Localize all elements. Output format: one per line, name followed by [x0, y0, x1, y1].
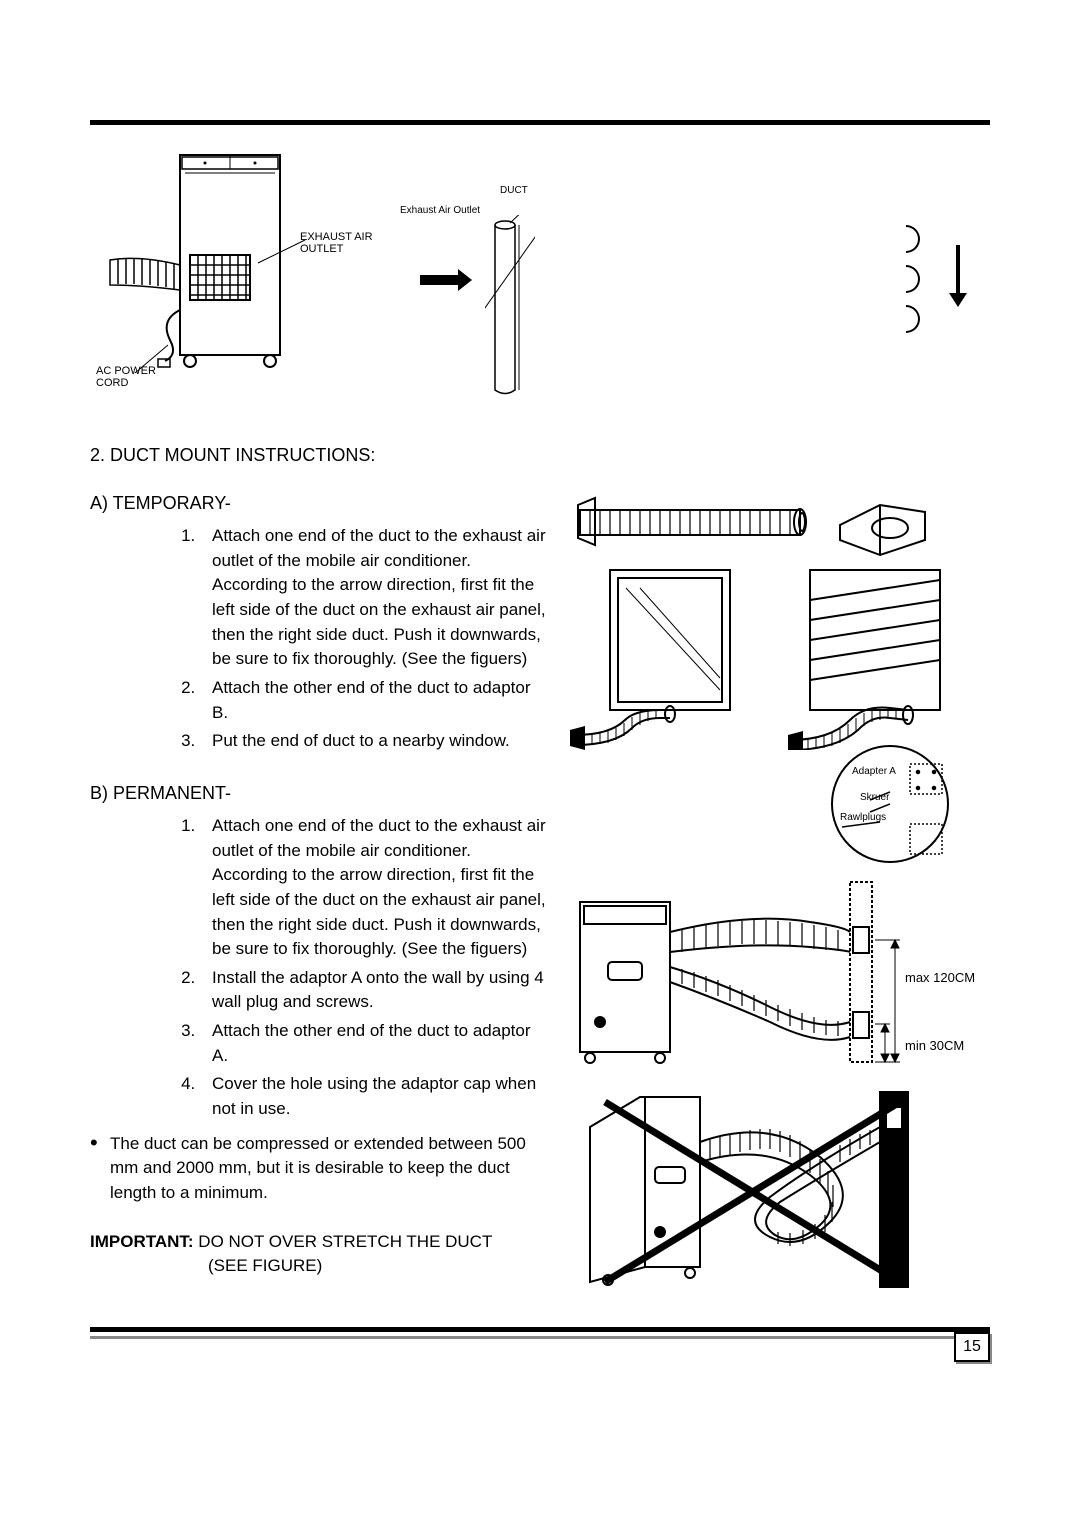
list-item: Attach the other end of the duct to adap… — [200, 1019, 550, 1068]
important-label: IMPORTANT: — [90, 1232, 194, 1251]
curve-marks-icon — [906, 225, 920, 345]
skruer-label: Skruer — [860, 792, 890, 803]
top-rule — [90, 120, 990, 125]
important-note: IMPORTANT: DO NOT OVER STRETCH THE DUCT … — [90, 1230, 550, 1279]
bottom-rule — [90, 1327, 990, 1332]
rawlplugs-label: Rawlplugs — [840, 812, 886, 823]
ac-power-cord-label: AC POWER CORD — [96, 365, 156, 389]
important-text-1: DO NOT OVER STRETCH THE DUCT — [194, 1232, 493, 1251]
list-item: Install the adaptor A onto the wall by u… — [200, 966, 550, 1015]
arrow-right-icon — [420, 275, 460, 285]
window-mount-diagrams — [570, 560, 990, 750]
adapter-a-label: Adapter A — [852, 766, 896, 777]
figure-column: Adapter A Skruer Rawlplugs — [570, 490, 990, 1297]
down-arrow-icon — [956, 245, 960, 295]
duct-vertical-diagram — [485, 215, 535, 405]
top-figures: EXHAUST AIR OUTLET AC POWER CORD Exhaust… — [90, 145, 990, 425]
section-heading: 2. DUCT MOUNT INSTRUCTIONS: — [90, 445, 990, 466]
min-height-label: min 30CM — [905, 1038, 964, 1053]
list-item: Cover the hole using the adaptor cap whe… — [200, 1072, 550, 1121]
subsection-b: B) PERMANENT- — [90, 780, 550, 806]
temporary-steps-list: Attach one end of the duct to the exhaus… — [90, 524, 550, 754]
list-item: Attach one end of the duct to the exhaus… — [200, 814, 550, 962]
max-height-label: max 120CM — [905, 970, 975, 985]
wrong-install-diagram — [570, 1087, 990, 1297]
duct-label: DUCT — [500, 185, 528, 196]
exhaust-outlet-label-right: Exhaust Air Outlet — [400, 205, 480, 216]
permanent-steps-list: Attach one end of the duct to the exhaus… — [90, 814, 550, 1122]
exhaust-outlet-label-upper: EXHAUST AIR OUTLET — [300, 231, 373, 255]
list-item: Put the end of duct to a nearby window. — [200, 729, 550, 754]
page-number: 15 — [954, 1332, 990, 1362]
list-item: Attach the other end of the duct to adap… — [200, 676, 550, 725]
text-column: A) TEMPORARY- Attach one end of the duct… — [90, 490, 550, 1297]
duct-length-note: The duct can be compressed or extended b… — [90, 1132, 550, 1206]
list-item: Attach one end of the duct to the exhaus… — [200, 524, 550, 672]
subsection-a: A) TEMPORARY- — [90, 490, 550, 516]
adapter-detail-diagram: Adapter A Skruer Rawlplugs — [570, 742, 990, 872]
duct-adaptor-diagram — [570, 490, 990, 560]
important-text-2: (SEE FIGURE) — [90, 1254, 550, 1279]
installed-dimension-diagram: max 120CM min 30CM — [570, 872, 990, 1072]
